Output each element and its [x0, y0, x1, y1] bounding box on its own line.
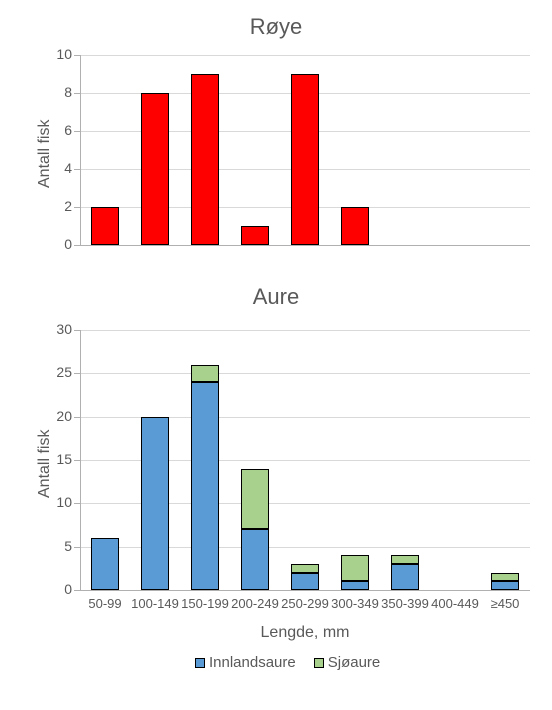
yaxis-line — [80, 330, 81, 590]
gridline — [80, 55, 530, 56]
ytick-label: 5 — [46, 538, 72, 554]
chart1-bar — [91, 207, 119, 245]
ytick-label: 4 — [46, 160, 72, 176]
chart2-bar — [341, 555, 369, 581]
legend-swatch — [314, 658, 324, 668]
chart2-bar — [241, 469, 269, 530]
xtick-label: 100-149 — [130, 596, 180, 611]
gridline — [80, 330, 530, 331]
ytick-label: 0 — [46, 581, 72, 597]
legend-item: Sjøaure — [314, 654, 381, 671]
ytick-label: 8 — [46, 84, 72, 100]
xtick-label: 400-449 — [430, 596, 480, 611]
chart2-plot-area: 051015202530 — [80, 330, 530, 590]
ytick-label: 20 — [46, 408, 72, 424]
xtick-label: 200-249 — [230, 596, 280, 611]
xtick-label: 250-299 — [280, 596, 330, 611]
chart2-bar — [91, 538, 119, 590]
chart1-bar — [191, 74, 219, 245]
chart2-bar — [191, 365, 219, 382]
chart2-bar — [141, 417, 169, 590]
chart1-bar — [241, 226, 269, 245]
chart2-bar — [291, 573, 319, 590]
chart1-plot-area: 0246810 — [80, 55, 530, 245]
chart2-bar — [491, 573, 519, 582]
ytick-label: 30 — [46, 321, 72, 337]
xtick-label: ≥450 — [480, 596, 530, 611]
chart1-bar — [341, 207, 369, 245]
chart2-bar — [291, 564, 319, 573]
xtick-label: 50-99 — [80, 596, 130, 611]
chart1-bar — [291, 74, 319, 245]
legend-label: Innlandsaure — [209, 654, 296, 671]
xaxis-line — [80, 245, 530, 246]
chart1-title: Røye — [0, 14, 552, 40]
xaxis-label: Lengde, mm — [80, 624, 530, 642]
xtick-label: 350-399 — [380, 596, 430, 611]
legend-swatch — [195, 658, 205, 668]
ytick-label: 0 — [46, 236, 72, 252]
yaxis-line — [80, 55, 81, 245]
legend: Innlandsaure Sjøaure — [195, 654, 380, 671]
legend-label: Sjøaure — [328, 654, 381, 671]
ytick-label: 25 — [46, 364, 72, 380]
ytick-label: 2 — [46, 198, 72, 214]
ytick-label: 15 — [46, 451, 72, 467]
chart2-bar — [391, 555, 419, 564]
chart2-bar — [491, 581, 519, 590]
chart2-title: Aure — [0, 284, 552, 310]
chart1-bar — [141, 93, 169, 245]
ytick-label: 6 — [46, 122, 72, 138]
xtick-label: 150-199 — [180, 596, 230, 611]
chart2-bar — [341, 581, 369, 590]
gridline — [80, 373, 530, 374]
xtick-label: 300-349 — [330, 596, 380, 611]
ytick-label: 10 — [46, 46, 72, 62]
xaxis-line — [80, 590, 530, 591]
ytick-label: 10 — [46, 494, 72, 510]
chart2-bar — [241, 529, 269, 590]
chart2-bar — [191, 382, 219, 590]
chart2-bar — [391, 564, 419, 590]
legend-item: Innlandsaure — [195, 654, 296, 671]
